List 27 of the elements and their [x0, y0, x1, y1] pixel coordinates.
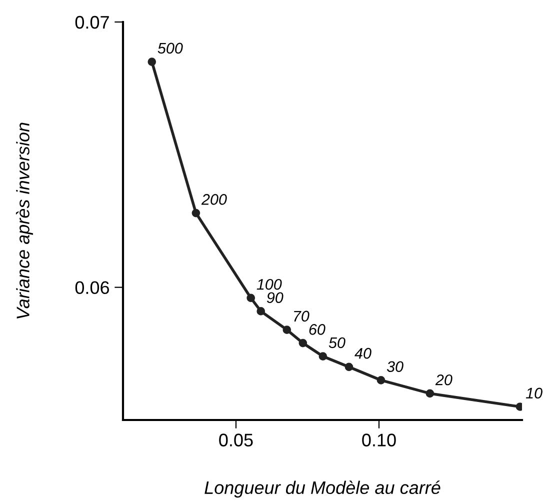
- annotation: 30: [386, 361, 404, 372]
- point: [376, 376, 386, 384]
- x-axis-title: Longueur du Modèle au carré: [204, 480, 440, 498]
- annotation: 20: [435, 374, 452, 386]
- annotation: 200: [201, 194, 227, 205]
- point: [192, 208, 200, 218]
- annotation: 90: [266, 292, 284, 304]
- annotation: 100: [256, 278, 282, 290]
- annotation: 500: [158, 42, 183, 54]
- point: [256, 307, 266, 316]
- x-tick-label: 0.05: [219, 434, 253, 446]
- y-axis-title: Variance après inversion: [16, 122, 33, 318]
- annotation: 50: [328, 337, 346, 348]
- point: [246, 294, 256, 302]
- annotation: 70: [294, 310, 310, 322]
- annotation: 60: [309, 324, 326, 335]
- annotation: 10: [526, 388, 542, 399]
- point: [344, 362, 354, 372]
- x-tick-label: 0.10: [362, 434, 396, 446]
- y-tick-label: 0.06: [75, 281, 110, 294]
- point: [318, 352, 328, 360]
- point: [426, 389, 434, 398]
- point: [298, 338, 308, 348]
- annotation: 40: [354, 348, 372, 359]
- point: [282, 326, 292, 334]
- point: [148, 58, 156, 66]
- y-tick-label: 0.07: [75, 16, 109, 29]
